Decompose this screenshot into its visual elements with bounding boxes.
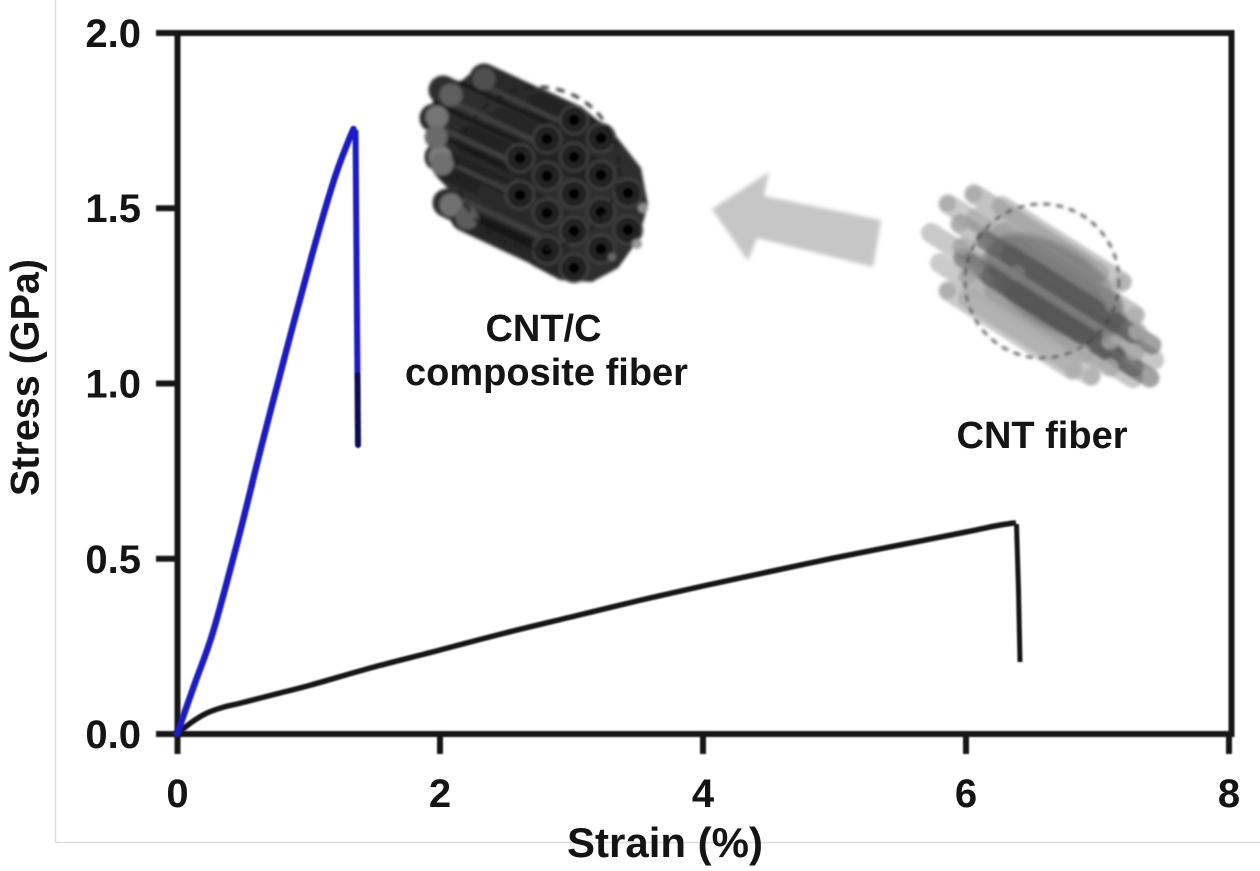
svg-text:1.5: 1.5 <box>85 187 141 231</box>
svg-text:0.0: 0.0 <box>85 713 141 757</box>
svg-text:Stress (GPa): Stress (GPa) <box>4 259 48 496</box>
svg-text:8: 8 <box>1218 772 1240 816</box>
svg-text:1.0: 1.0 <box>85 363 141 407</box>
svg-text:6: 6 <box>955 772 977 816</box>
svg-text:0.5: 0.5 <box>85 538 141 582</box>
svg-text:Strain (%): Strain (%) <box>567 819 763 866</box>
svg-text:2.0: 2.0 <box>85 12 141 56</box>
svg-text:2: 2 <box>429 772 451 816</box>
svg-text:composite fiber: composite fiber <box>405 352 688 394</box>
svg-text:CNT fiber: CNT fiber <box>957 415 1128 457</box>
svg-text:4: 4 <box>692 772 715 816</box>
svg-text:0: 0 <box>166 772 188 816</box>
svg-text:CNT/C: CNT/C <box>485 308 601 350</box>
